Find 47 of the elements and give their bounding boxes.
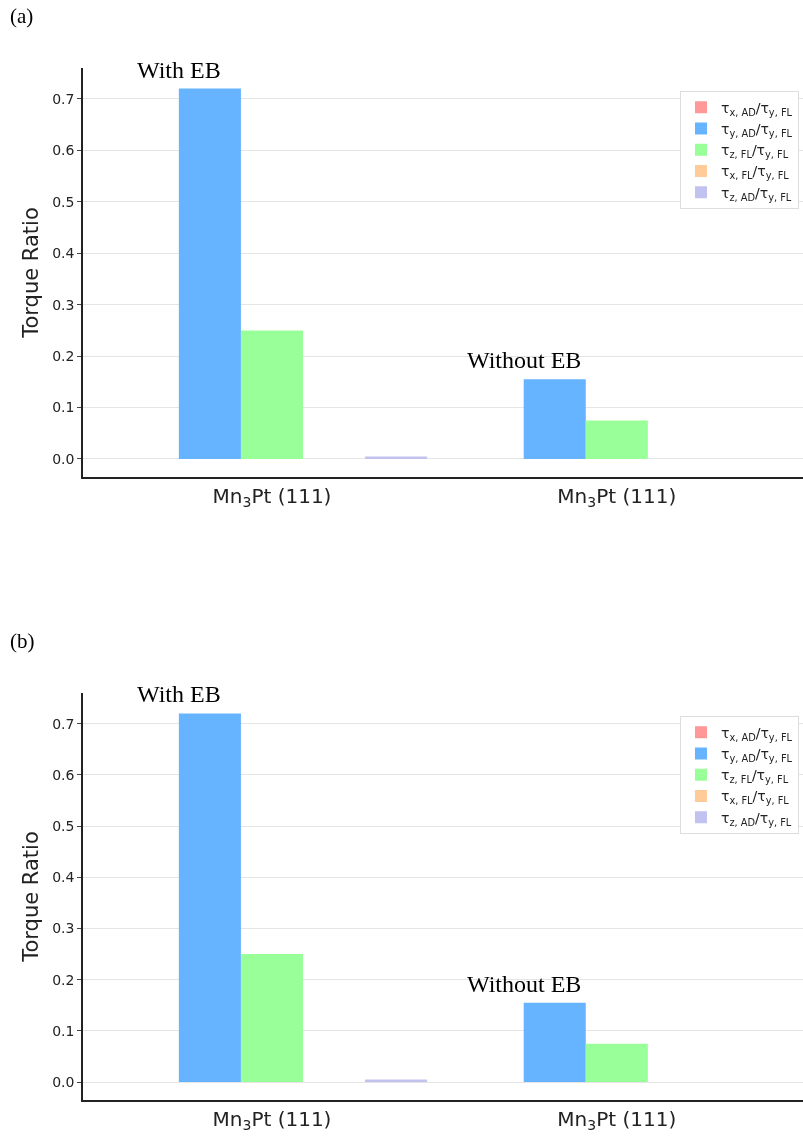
y-tick-label: 0.1: [52, 399, 75, 416]
annotation: Without EB: [467, 347, 582, 373]
y-tick-label: 0.5: [52, 193, 75, 210]
y-tick-label: 0.0: [52, 1073, 75, 1090]
legend-label: τ$_{z, FL}$/τ$_{y, FL}$: [720, 142, 789, 161]
bar: [523, 1002, 586, 1083]
chart-title: (b): [10, 629, 35, 653]
legend-label: τ$_{x, FL}$/τ$_{y, FL}$: [720, 788, 790, 807]
y-tick-label: 0.7: [52, 90, 75, 107]
legend-label: τ$_{x, FL}$/τ$_{y, FL}$: [720, 163, 790, 182]
bar: [178, 713, 241, 1083]
x-tick-label: Mn$_{3}$Pt (111): [557, 1106, 677, 1133]
bar: [240, 330, 303, 459]
annotation: Without EB: [467, 971, 582, 997]
legend-label: τ$_{x, AD}$/τ$_{y, FL}$: [720, 724, 793, 743]
y-tick-label: 0.7: [52, 715, 75, 732]
bar: [585, 1043, 648, 1083]
bar: [585, 420, 648, 459]
y-tick-label: 0.6: [52, 142, 75, 159]
legend-label: τ$_{z, AD}$/τ$_{y, FL}$: [720, 184, 792, 203]
annotation: With EB: [137, 681, 221, 707]
legend-label: τ$_{z, AD}$/τ$_{y, FL}$: [720, 809, 792, 828]
legend-label: τ$_{x, AD}$/τ$_{y, FL}$: [720, 99, 793, 118]
legend-label: τ$_{y, AD}$/τ$_{y, FL}$: [720, 746, 793, 764]
x-tick-label: Mn$_{3}$Pt (111): [212, 1106, 332, 1133]
bar: [523, 379, 586, 459]
y-axis-title: Torque Ratio: [18, 207, 43, 339]
chart-title: (a): [10, 4, 34, 28]
bar: [240, 954, 303, 1083]
y-tick-label: 0.1: [52, 1022, 75, 1039]
y-tick-label: 0.4: [52, 245, 75, 262]
y-tick-label: 0.4: [52, 869, 75, 886]
legend-label: τ$_{y, AD}$/τ$_{y, FL}$: [720, 121, 793, 139]
y-tick-label: 0.3: [52, 920, 75, 937]
y-tick-label: 0.3: [52, 296, 75, 313]
annotation: With EB: [137, 57, 221, 83]
bar: [178, 88, 241, 459]
y-tick-label: 0.2: [52, 971, 75, 988]
y-tick-label: 0.2: [52, 348, 75, 364]
x-tick-label: Mn$_{3}$Pt (111): [212, 483, 332, 510]
y-axis-title: Torque Ratio: [18, 831, 43, 963]
x-tick-label: Mn$_{3}$Pt (111): [557, 483, 677, 510]
legend-label: τ$_{z, FL}$/τ$_{y, FL}$: [720, 767, 789, 786]
y-tick-label: 0.0: [52, 450, 75, 467]
bar: [365, 456, 428, 459]
y-tick-label: 0.6: [52, 766, 75, 783]
y-tick-label: 0.5: [52, 818, 75, 835]
